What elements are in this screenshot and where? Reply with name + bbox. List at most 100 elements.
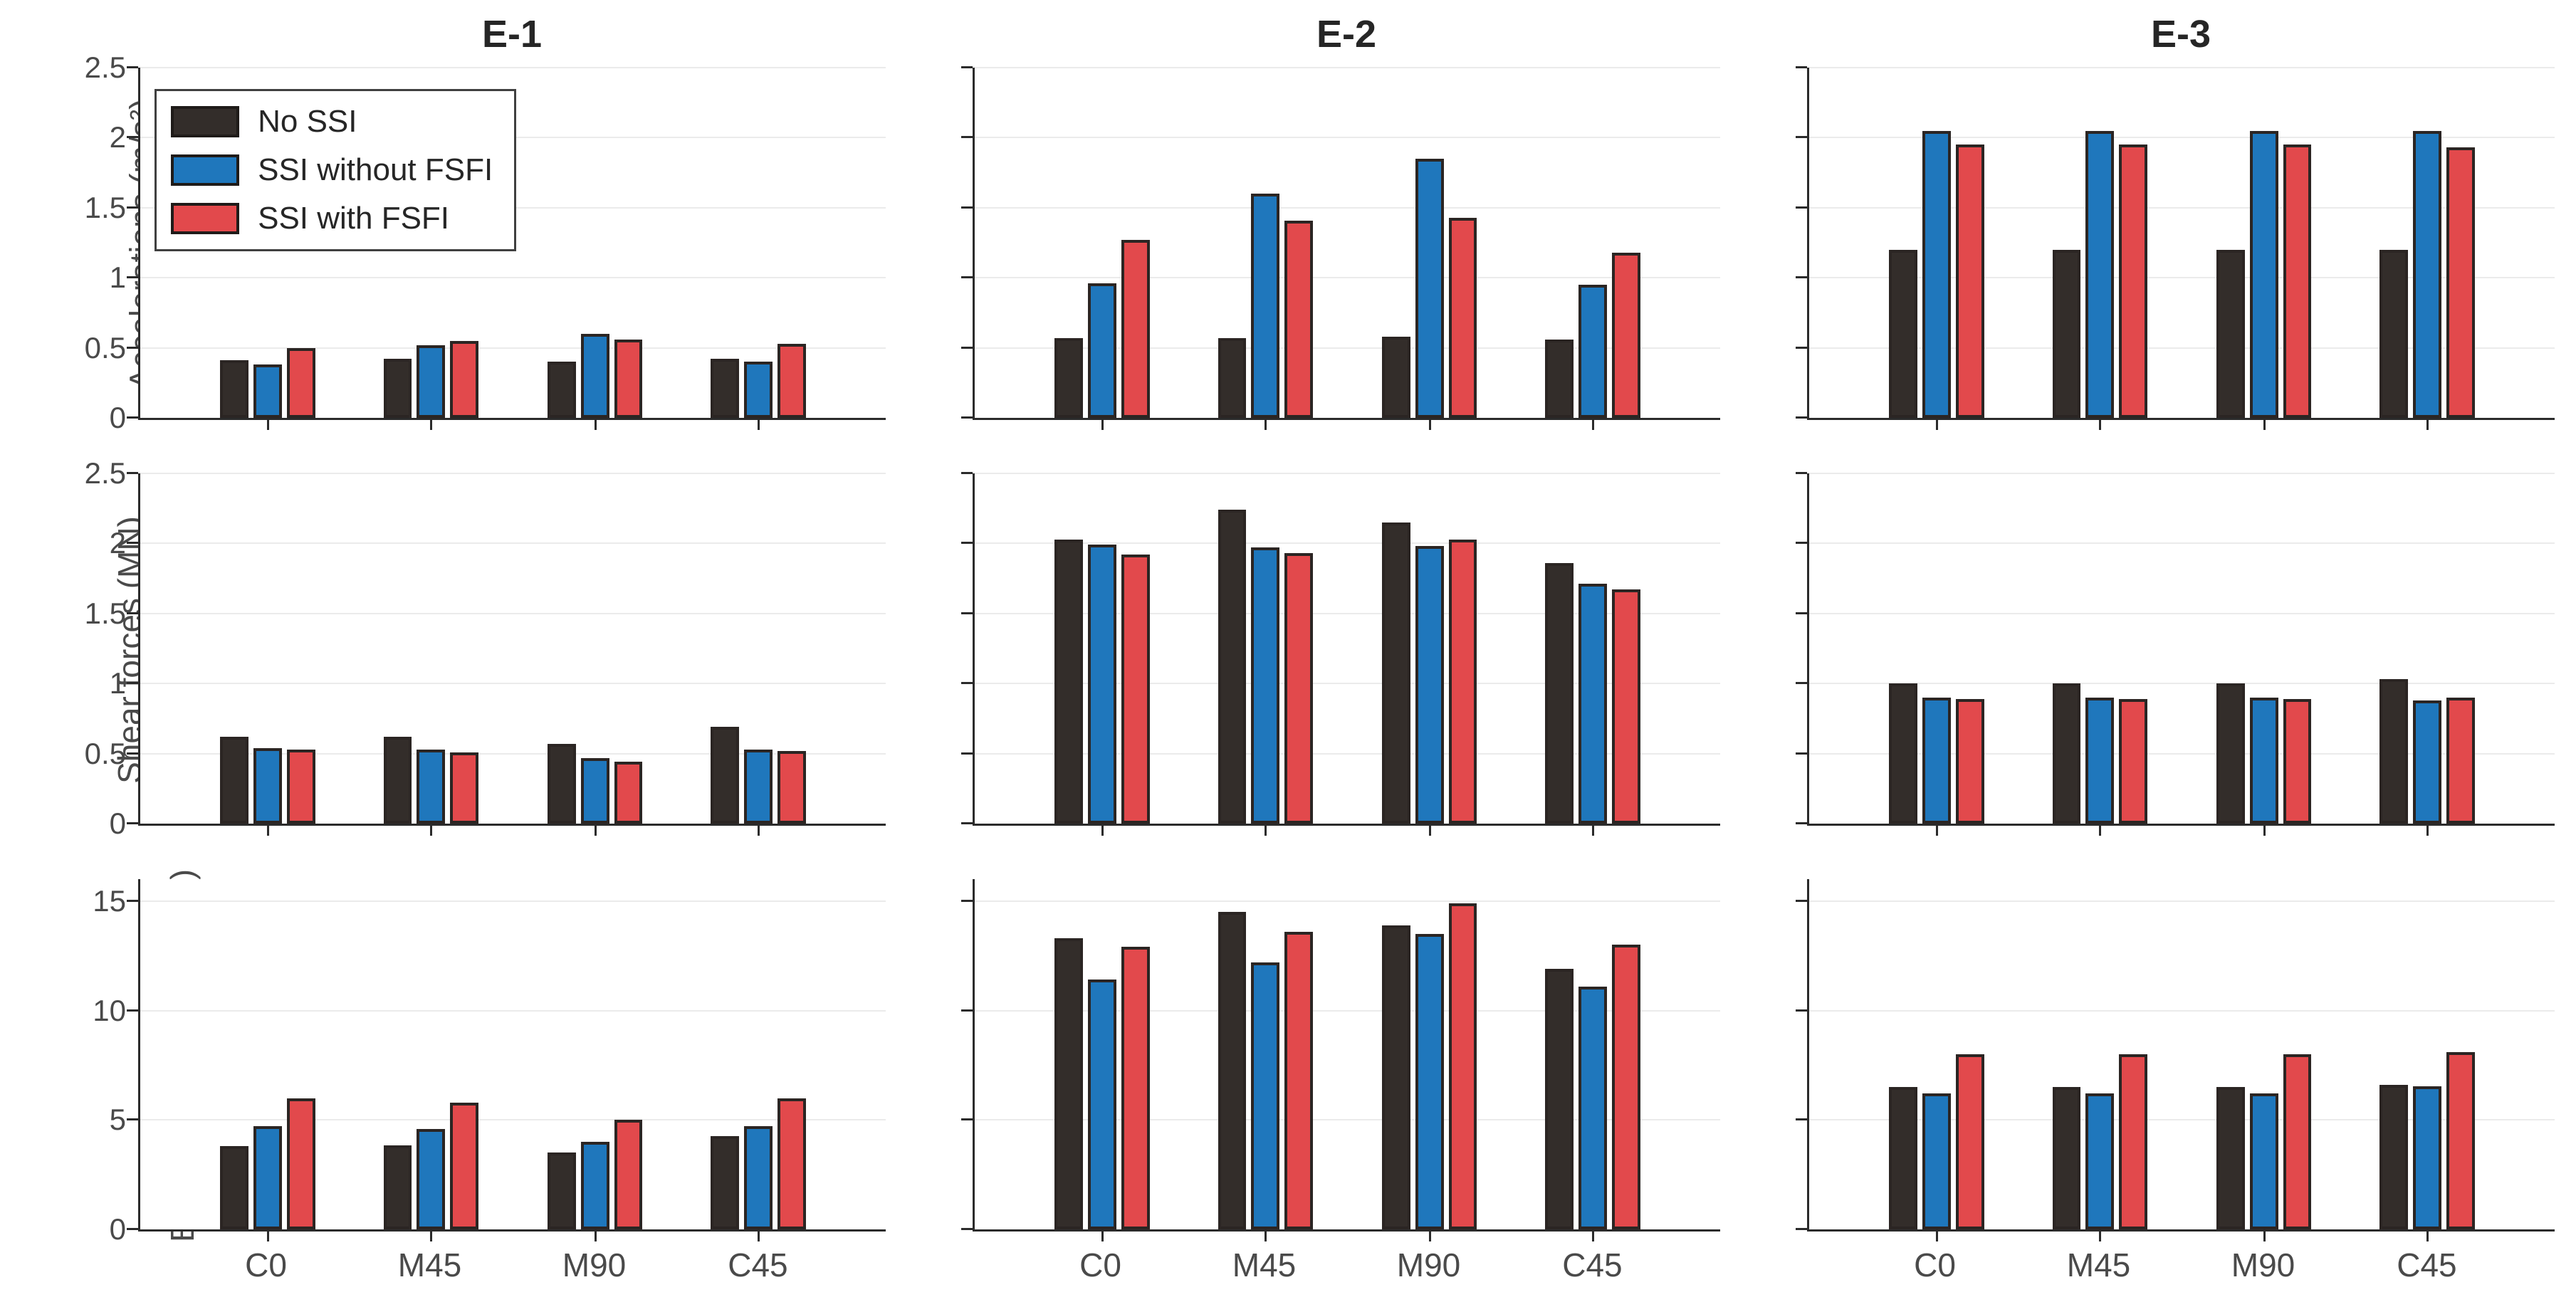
x-tick [757, 826, 760, 836]
gridline [1809, 137, 2555, 139]
x-tick [2426, 826, 2429, 836]
x-tick [594, 826, 597, 836]
x-tick [267, 1232, 270, 1241]
gridline [975, 1119, 1720, 1121]
y-tick [127, 1118, 138, 1121]
bar-ssi-with-fsfi-m45 [1284, 220, 1314, 418]
subplot-r0c0: 0 0.5 1 1.5 2 2.5 No SSI SSI without FSFI SSI… [85, 51, 886, 434]
y-tick [1796, 416, 1807, 419]
bar-ssi-with-fsfi-m90 [1448, 539, 1477, 824]
plot-area-E-2-row0 [961, 66, 1720, 430]
x-category-label-c0: C0 [1079, 1246, 1121, 1283]
x-category-label-m90: M90 [1396, 1246, 1461, 1283]
y-tick-label: 2.5 [84, 51, 126, 84]
bar-ssi-without-fsfi-m45 [2085, 697, 2115, 824]
gridline [975, 67, 1720, 68]
plot-area-E-3-row0 [1796, 66, 2555, 430]
gridline [140, 542, 886, 545]
legend-swatch-no-ssi [171, 105, 240, 137]
gridline [140, 473, 886, 474]
y-tick [1796, 346, 1807, 349]
bar-ssi-with-fsfi-c45 [777, 750, 806, 824]
y-tick [127, 136, 138, 139]
y-tick [1796, 611, 1807, 614]
bar-ssi-with-fsfi-c0 [286, 1098, 315, 1229]
gridline [975, 752, 1720, 755]
x-category-label-c45: C45 [1562, 1246, 1623, 1283]
bar-no-ssi-c45 [1545, 339, 1574, 418]
bar-ssi-with-fsfi-c0 [1121, 240, 1150, 418]
bar-ssi-without-fsfi-c0 [253, 747, 282, 824]
y-tick [127, 416, 138, 419]
bar-no-ssi-m90 [547, 743, 576, 824]
bar-no-ssi-c0 [1054, 337, 1084, 418]
y-tick [127, 206, 138, 209]
x-tick [2099, 826, 2102, 836]
y-tick-label: 1.5 [84, 190, 126, 224]
bar-no-ssi-m45 [1218, 337, 1247, 418]
gridline [975, 473, 1720, 474]
y-tick [127, 822, 138, 824]
x-tick [1101, 1232, 1104, 1241]
gridline [1809, 900, 2555, 902]
y-tick [1796, 1009, 1807, 1012]
legend: No SSI SSI without FSFI SSI with FSFI [155, 88, 517, 251]
x-tick [2099, 1232, 2102, 1241]
bar-ssi-with-fsfi-m45 [2119, 698, 2148, 824]
bar-no-ssi-m45 [383, 736, 412, 824]
bar-ssi-without-fsfi-m90 [580, 333, 609, 418]
bar-no-ssi-c0 [220, 1146, 249, 1229]
bar-no-ssi-c45 [2379, 679, 2409, 824]
x-tick [2263, 1232, 2266, 1241]
bar-no-ssi-m45 [383, 359, 412, 418]
bar-no-ssi-c0 [1889, 1087, 1918, 1229]
subplot-r2c0: 0 5 10 15 [93, 879, 886, 1246]
gridline [1809, 1009, 2555, 1012]
x-tick [1936, 826, 1939, 836]
gridline [975, 612, 1720, 614]
bar-no-ssi-m90 [547, 362, 576, 418]
x-axis-labels-e3: C0 M45 M90 C45 [1807, 1232, 2555, 1297]
y-tick [961, 682, 973, 685]
bar-ssi-without-fsfi-m90 [580, 1142, 609, 1229]
y-tick-label: 5 [109, 1103, 126, 1137]
y-tick [127, 66, 138, 68]
bar-ssi-with-fsfi-m90 [2283, 1054, 2312, 1229]
bar-ssi-without-fsfi-m45 [1251, 962, 1280, 1229]
bar-ssi-with-fsfi-m45 [450, 340, 479, 418]
bar-ssi-with-fsfi-c45 [777, 343, 806, 418]
subplot-title-e3: E-3 [2150, 13, 2211, 56]
bar-ssi-without-fsfi-m90 [1415, 158, 1444, 418]
y-tick [1796, 822, 1807, 824]
bar-no-ssi-m45 [383, 1145, 412, 1229]
bar-ssi-with-fsfi-m45 [2119, 1054, 2148, 1229]
x-tick [1591, 420, 1594, 430]
bar-no-ssi-c0 [220, 736, 249, 824]
gridline [975, 137, 1720, 139]
bar-ssi-without-fsfi-c45 [1578, 986, 1607, 1229]
bar-no-ssi-c45 [1545, 969, 1574, 1229]
gridline [1809, 683, 2555, 685]
bar-no-ssi-m90 [547, 1152, 576, 1229]
y-tick-label: 0 [109, 1212, 126, 1246]
gridline [1809, 612, 2555, 614]
x-category-label-c45: C45 [728, 1246, 788, 1283]
gridline [975, 683, 1720, 685]
subplot-title-e2: E-2 [1316, 13, 1377, 56]
y-tick-label: 0.5 [84, 736, 126, 770]
x-tick [1265, 826, 1267, 836]
bar-ssi-without-fsfi-c0 [1922, 697, 1951, 824]
bar-ssi-without-fsfi-c45 [2413, 700, 2441, 824]
bar-no-ssi-c0 [1889, 683, 1918, 824]
bar-no-ssi-m90 [1381, 336, 1410, 418]
gridline [1809, 67, 2555, 68]
legend-item-ssi-without-fsfi: SSI without FSFI [171, 152, 493, 188]
bar-ssi-without-fsfi-c45 [744, 362, 773, 418]
y-tick [127, 899, 138, 902]
bar-ssi-without-fsfi-m45 [1251, 194, 1280, 418]
bar-no-ssi-m45 [2052, 683, 2081, 824]
bar-no-ssi-c0 [1889, 249, 1918, 418]
y-tick [961, 66, 973, 68]
x-axis-labels-e2: C0 M45 M90 C45 [973, 1232, 1720, 1297]
bar-ssi-with-fsfi-m90 [614, 1120, 643, 1229]
